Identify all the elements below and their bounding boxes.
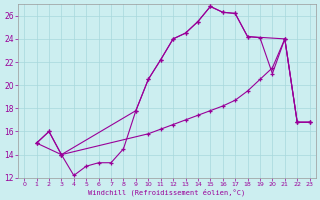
X-axis label: Windchill (Refroidissement éolien,°C): Windchill (Refroidissement éolien,°C) [88, 188, 245, 196]
